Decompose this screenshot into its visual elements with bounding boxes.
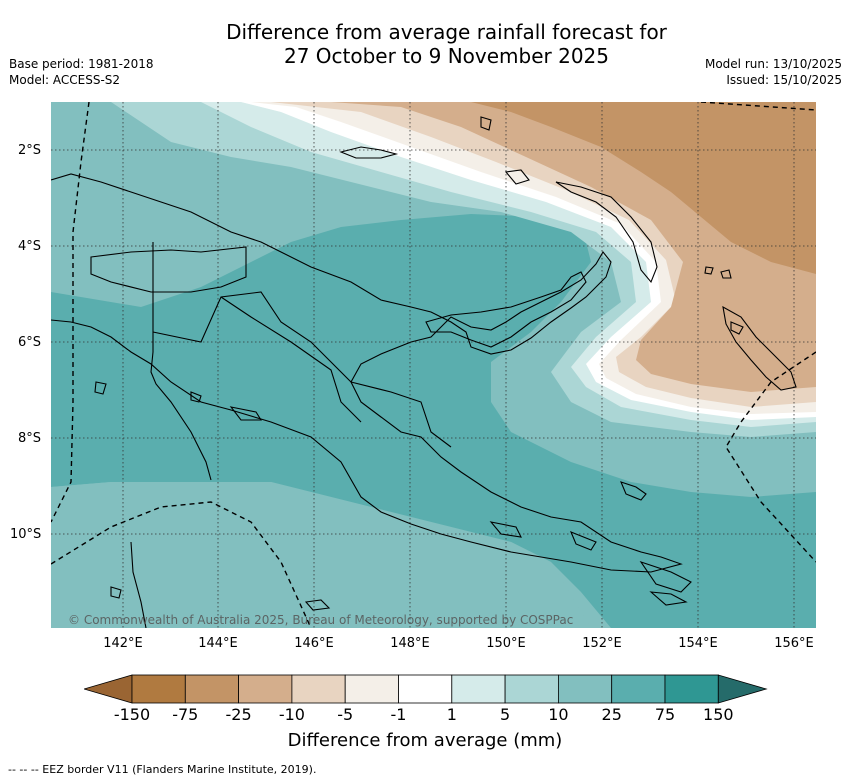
lat-label-2s: 2°S: [18, 143, 42, 158]
lon-label-154e: 154°E: [678, 636, 718, 651]
new-britain-coast: [425, 271, 587, 348]
legend-tick-label: 150: [703, 705, 734, 724]
legend-swatch: [664, 674, 719, 704]
lat-label-4s: 4°S: [18, 239, 42, 254]
legend-tick-label: -25: [225, 705, 252, 724]
legend-tick-label: -75: [172, 705, 199, 724]
lat-label-8s: 8°S: [18, 431, 42, 446]
model-run: Model run: 13/10/2025: [704, 57, 842, 71]
legend-tick-label: -10: [278, 705, 305, 724]
legend-swatch: [131, 674, 186, 704]
legend-swatch: [398, 674, 453, 704]
manus-coast: [339, 146, 399, 159]
legend-tick-label: 10: [548, 705, 569, 724]
copyright-notice: © Commonwealth of Australia 2025, Bureau…: [68, 613, 574, 627]
legend-tick-label: 5: [500, 705, 511, 724]
legend-tick-label: 1: [446, 705, 457, 724]
legend-tick-label: 25: [601, 705, 622, 724]
legend-colorbar: [84, 674, 768, 704]
lon-label-146e: 146°E: [294, 636, 334, 651]
lon-label-156e: 156°E: [774, 636, 814, 651]
lon-label-152e: 152°E: [582, 636, 622, 651]
meta-right: Model run: 13/10/2025 Issued: 15/10/2025: [705, 56, 842, 88]
lon-label-144e: 144°E: [198, 636, 238, 651]
legend-swatch: [238, 674, 293, 704]
title-line-2: 27 October to 9 November 2025: [283, 44, 610, 68]
legend-tick-label: -150: [113, 705, 151, 724]
legend-swatch: [611, 674, 666, 704]
issued-date: Issued: 15/10/2025: [726, 73, 842, 87]
new-ireland-coast: [555, 181, 658, 284]
map-canvas: [51, 102, 816, 628]
legend-swatch: [504, 674, 559, 704]
legend-tick-label: -1: [390, 705, 407, 724]
band-10-25: [51, 214, 816, 628]
legend-tick-label: 75: [654, 705, 676, 724]
legend-title: Difference from average (mm): [287, 730, 563, 751]
legend-tick-label: -5: [337, 705, 354, 724]
eez-borders: [51, 102, 816, 628]
band-5-10-south: [51, 482, 591, 628]
lat-label-6s: 6°S: [18, 335, 42, 350]
base-period: Base period: 1981-2018: [9, 57, 154, 71]
eez-footnote: -- -- -- EEZ border V11 (Flanders Marine…: [8, 763, 317, 776]
lon-label-148e: 148°E: [390, 636, 430, 651]
legend-swatch: [344, 674, 399, 704]
legend-swatch-above-max: [717, 674, 768, 704]
band-minus25-minus75: [471, 102, 816, 274]
forecast-map: [51, 102, 816, 628]
legend-swatch: [291, 674, 346, 704]
cape-york-coast: [130, 541, 147, 628]
model-name: Model: ACCESS-S2: [9, 73, 121, 87]
new-guinea-coast: [51, 173, 683, 573]
lon-label-142e: 142°E: [103, 636, 143, 651]
map-title: Difference from average rainfall forecas…: [0, 20, 850, 68]
legend-swatch: [557, 674, 613, 704]
legend-swatch-below-min: [84, 674, 133, 704]
bougainville-coast: [722, 305, 797, 391]
legend-swatch: [451, 674, 506, 704]
meta-left: Base period: 1981-2018 Model: ACCESS-S2: [9, 56, 154, 88]
lon-label-150e: 150°E: [486, 636, 526, 651]
legend-swatch: [184, 674, 240, 704]
lat-label-10s: 10°S: [10, 527, 42, 542]
title-line-1: Difference from average rainfall forecas…: [226, 20, 667, 44]
graticule: [51, 102, 816, 628]
png-border: [150, 242, 212, 481]
coastlines: [51, 116, 797, 628]
